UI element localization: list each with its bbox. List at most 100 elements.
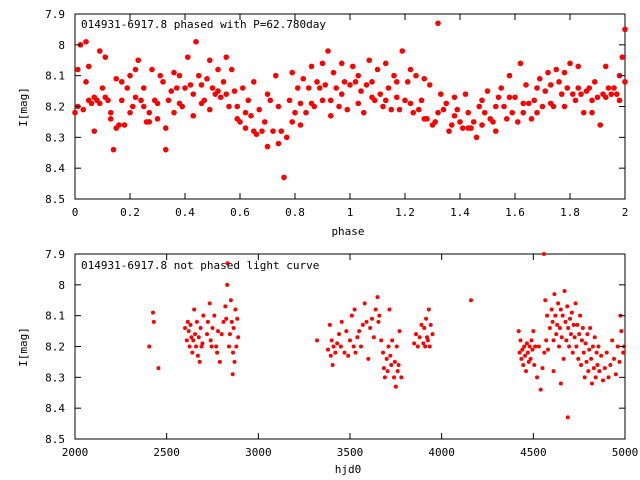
phased-data-point — [391, 72, 397, 79]
unphased-data-point — [147, 344, 152, 349]
unphased-data-point — [568, 332, 573, 337]
phased-data-point — [580, 109, 587, 116]
phased-data-point — [168, 88, 175, 94]
unphased-data-point — [425, 335, 429, 340]
phased-data-point — [91, 128, 98, 134]
unphased-data-point — [231, 350, 236, 355]
phased-data-point — [465, 109, 472, 116]
phased-data-point — [275, 140, 282, 147]
unphased-data-point — [608, 363, 613, 367]
unphased-data-point — [215, 350, 220, 355]
unphased-data-point — [352, 307, 357, 312]
phased-data-point — [85, 63, 92, 70]
phased-data-point — [289, 69, 296, 76]
phased-data-point — [363, 82, 370, 88]
phased-data-point — [319, 97, 326, 104]
unphased-data-point — [201, 313, 206, 318]
phased-data-point — [520, 100, 527, 107]
phased-data-point — [135, 57, 142, 64]
unphased-data-point — [557, 326, 562, 330]
unphased-data-point — [516, 329, 521, 334]
phased-data-point — [110, 146, 117, 153]
phased-data-point — [162, 125, 169, 131]
unphased-data-point — [328, 353, 333, 358]
phased-data-point — [385, 85, 392, 91]
phased-data-point — [355, 72, 362, 79]
unphased-data-point — [219, 332, 224, 337]
phased-data-point — [531, 97, 538, 104]
unphased-plot-ticks: 2000 2500 3000 3500 4000 4500 5000 7.9 8 8.1 8.2 8.… — [45, 248, 638, 459]
phased-data-point — [198, 82, 205, 88]
phased-data-point — [242, 125, 249, 131]
unphased-ytick-label: 8.3 — [45, 371, 65, 384]
unphased-data-point — [575, 322, 580, 327]
unphased-data-point — [208, 338, 213, 343]
phased-data-point — [586, 85, 593, 91]
phased-data-point — [556, 79, 562, 85]
phased-data-point — [520, 109, 527, 116]
phased-data-point — [311, 103, 318, 110]
unphased-data-point — [555, 322, 560, 327]
unphased-data-point — [421, 341, 426, 346]
phased-data-point — [498, 85, 505, 91]
phased-data-point — [204, 75, 210, 82]
unphased-data-point — [212, 313, 217, 318]
phased-xtick-label: 0.8 — [285, 206, 305, 219]
phased-data-point — [184, 54, 191, 60]
unphased-ytick-label: 7.9 — [45, 248, 65, 261]
phased-data-point — [248, 112, 254, 119]
unphased-data-point — [422, 326, 427, 330]
unphased-data-point — [186, 329, 191, 334]
unphased-data-point — [150, 310, 155, 315]
phased-data-point — [176, 72, 183, 79]
phased-data-point — [553, 66, 560, 73]
unphased-data-point — [397, 329, 402, 334]
unphased-data-point — [547, 326, 552, 330]
phased-data-point — [286, 97, 293, 104]
phased-data-point — [256, 106, 263, 113]
unphased-data-point — [225, 261, 230, 266]
phased-data-point — [118, 97, 125, 104]
unphased-data-point — [392, 375, 396, 380]
unphased-data-point — [198, 326, 203, 330]
phased-data-point — [534, 109, 540, 116]
unphased-data-point — [533, 344, 538, 349]
phased-data-point — [534, 85, 540, 91]
unphased-data-point — [565, 304, 570, 309]
phased-data-point — [446, 128, 452, 134]
unphased-data-point — [601, 378, 605, 383]
unphased-data-point — [217, 359, 222, 364]
phased-plot-xlabel: phase — [331, 225, 364, 238]
phased-data-point — [239, 85, 246, 91]
phased-data-point — [407, 100, 414, 107]
phased-data-point — [561, 103, 568, 110]
phased-data-point — [107, 109, 114, 116]
phased-data-point — [146, 109, 153, 116]
phased-data-point — [253, 131, 260, 138]
phased-data-point — [382, 97, 389, 104]
unphased-data-point — [415, 344, 420, 349]
unphased-data-point — [558, 381, 563, 386]
phased-data-point — [506, 94, 513, 101]
unphased-data-point — [355, 335, 360, 340]
phased-data-point — [424, 116, 430, 122]
unphased-data-point — [540, 366, 545, 371]
phased-data-point — [281, 174, 287, 181]
unphased-data-point — [236, 335, 241, 340]
phased-data-point — [206, 57, 213, 64]
phased-data-point — [201, 97, 208, 104]
unphased-data-point — [425, 338, 430, 343]
phased-data-point — [215, 66, 221, 73]
phased-data-point — [347, 82, 353, 88]
phased-data-point — [83, 38, 89, 45]
unphased-data-point — [587, 347, 592, 352]
phased-data-point — [492, 128, 499, 134]
unphased-data-point — [394, 344, 399, 349]
unphased-data-point — [567, 344, 572, 349]
unphased-data-point — [591, 366, 596, 371]
phased-data-point — [360, 109, 367, 116]
unphased-data-point — [556, 301, 561, 306]
unphased-data-point — [384, 356, 389, 361]
unphased-xtick-label: 4500 — [520, 446, 547, 459]
unphased-data-point — [207, 301, 212, 306]
